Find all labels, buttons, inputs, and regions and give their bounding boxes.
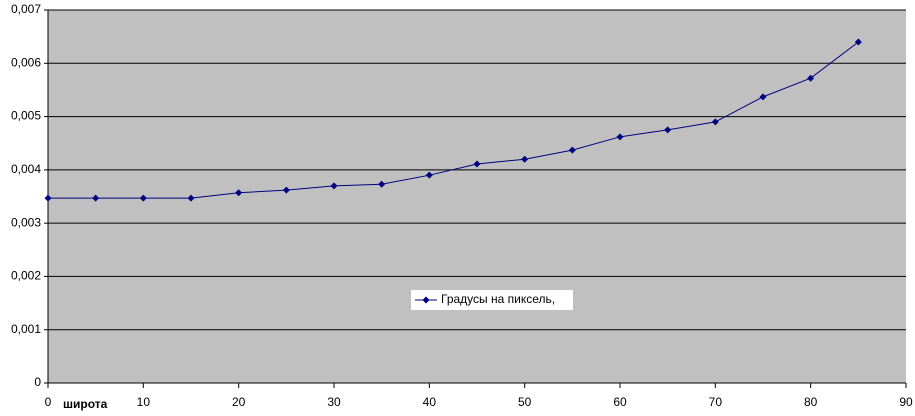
- x-axis-label: широта: [63, 397, 108, 411]
- x-tick-label: 40: [423, 395, 437, 409]
- data-point: [425, 171, 433, 179]
- data-point: [664, 126, 672, 134]
- legend-marker: [422, 296, 430, 304]
- data-point: [44, 194, 52, 202]
- series-line: [48, 41, 859, 199]
- data-point: [92, 194, 100, 202]
- data-point: [187, 194, 195, 202]
- data-point: [854, 38, 862, 46]
- x-tick-label: 80: [804, 395, 818, 409]
- plot-area: [48, 10, 906, 383]
- y-tick-label: 0: [34, 375, 41, 389]
- legend-label: Градусы на пиксель,: [441, 292, 555, 306]
- data-point: [378, 180, 386, 188]
- y-tick-label: 0,007: [11, 2, 41, 16]
- x-tick-label: 50: [518, 395, 532, 409]
- y-tick-label: 0,003: [11, 215, 41, 229]
- data-point: [235, 189, 243, 197]
- data-point: [473, 160, 481, 168]
- data-point: [282, 186, 290, 194]
- y-tick-label: 0,001: [11, 322, 41, 336]
- data-point: [139, 194, 147, 202]
- data-point: [616, 133, 624, 141]
- x-tick-label: 0: [45, 395, 52, 409]
- data-point: [521, 155, 529, 163]
- x-tick-label: 60: [613, 395, 627, 409]
- y-tick-label: 0,006: [11, 55, 41, 69]
- x-tick-label: 70: [709, 395, 723, 409]
- data-point: [807, 74, 815, 82]
- data-point: [711, 118, 719, 126]
- x-tick-label: 30: [327, 395, 341, 409]
- data-point: [759, 93, 767, 101]
- data-point: [568, 146, 576, 154]
- x-tick-label: 10: [137, 395, 151, 409]
- legend-box: [411, 290, 573, 310]
- x-tick-label: 20: [232, 395, 246, 409]
- y-tick-label: 0,004: [11, 162, 41, 176]
- y-tick-label: 0,002: [11, 269, 41, 283]
- x-tick-label: 90: [899, 395, 913, 409]
- y-tick-label: 0,005: [11, 109, 41, 123]
- data-point: [330, 182, 338, 190]
